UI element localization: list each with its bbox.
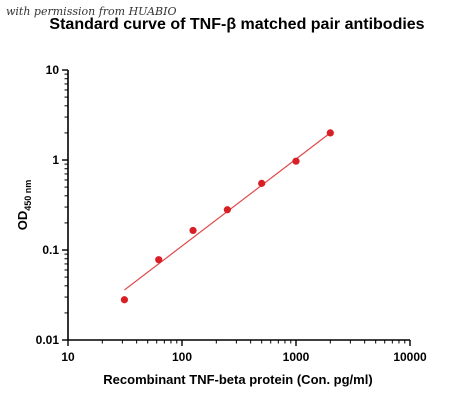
y-tick-label: 10 (46, 63, 60, 77)
ticks: 10 100 1000 10000 0.01 0.1 1 10 (36, 63, 427, 364)
x-tick-label: 100 (172, 350, 192, 364)
data-point (120, 296, 129, 304)
y-axis-label-main: OD (15, 211, 30, 231)
data-points (120, 129, 334, 304)
watermark-text: with permission from HUABIO (6, 5, 177, 18)
y-tick-label: 0.01 (36, 333, 60, 347)
x-axis-label: Recombinant TNF-beta protein (Con. pg/ml… (103, 372, 372, 387)
y-axis-label-subscript: 450 nm (23, 180, 33, 211)
x-tick-label: 1000 (283, 350, 310, 364)
x-tick-label: 10000 (393, 350, 427, 364)
chart-title: Standard curve of TNF-β matched pair ant… (49, 16, 424, 33)
data-point (258, 179, 266, 187)
y-tick-label: 0.1 (42, 243, 59, 257)
data-point (223, 206, 231, 214)
data-point (155, 256, 163, 264)
data-point (292, 157, 300, 165)
x-tick-label: 10 (61, 350, 75, 364)
data-point (189, 226, 197, 235)
data-point (326, 129, 334, 137)
y-tick-label: 1 (52, 153, 59, 167)
y-axis-label: OD450 nm (15, 180, 33, 231)
axes (67, 70, 410, 341)
